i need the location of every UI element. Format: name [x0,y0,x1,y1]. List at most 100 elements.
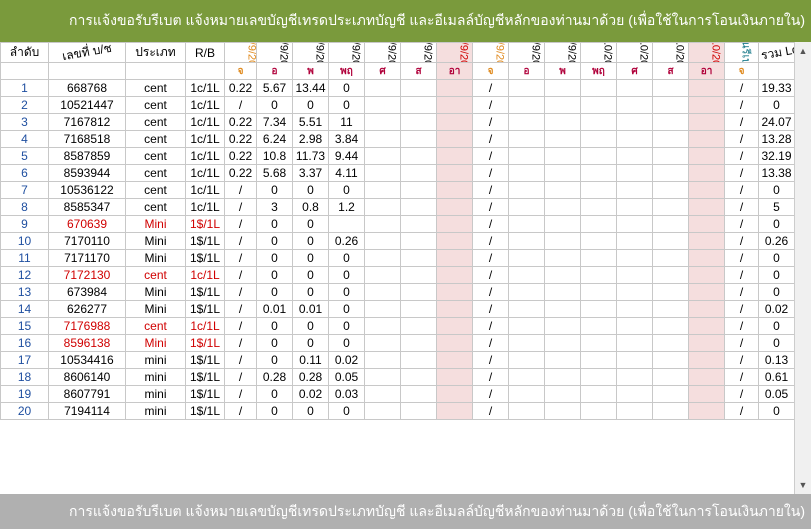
rebate-mark[interactable]: / [724,317,759,335]
day-value[interactable] [508,249,545,267]
rebate-rate[interactable]: 1$/1L [185,334,225,352]
day-value[interactable] [580,385,617,403]
day-value[interactable] [580,283,617,301]
rebate-rate[interactable]: 1$/1L [185,232,225,250]
day-value[interactable]: 0.03 [328,385,365,403]
day-value[interactable] [400,232,437,250]
day-value[interactable]: / [472,181,509,199]
day-value[interactable] [652,317,689,335]
day-value[interactable]: / [472,334,509,352]
day-value[interactable]: 0.22 [224,130,257,148]
day-value[interactable] [400,334,437,352]
day-value[interactable] [364,215,401,233]
rebate-mark[interactable]: / [724,266,759,284]
day-value[interactable] [688,351,725,369]
day-value[interactable] [652,385,689,403]
day-value[interactable]: / [224,198,257,216]
vertical-scrollbar[interactable]: ▲ ▼ [794,42,811,494]
day-value[interactable]: 0.01 [256,300,293,318]
day-value[interactable] [508,232,545,250]
day-value[interactable] [580,113,617,131]
day-value[interactable] [544,368,581,386]
account-type[interactable]: mini [125,368,186,386]
day-value[interactable] [508,164,545,182]
day-value[interactable] [400,300,437,318]
day-value[interactable] [652,79,689,97]
day-value[interactable]: / [472,215,509,233]
day-value[interactable] [688,232,725,250]
day-value[interactable]: 5.68 [256,164,293,182]
day-value[interactable] [544,232,581,250]
total-lot[interactable]: 0.02 [758,300,795,318]
account-type[interactable]: Mini [125,283,186,301]
day-value[interactable]: 0 [292,402,329,420]
day-value[interactable]: 0 [292,334,329,352]
day-value[interactable] [616,402,653,420]
total-lot[interactable]: 13.38 [758,164,795,182]
day-value[interactable]: 6.24 [256,130,293,148]
day-value[interactable]: 0 [256,402,293,420]
day-value[interactable]: 7.34 [256,113,293,131]
day-value[interactable] [652,96,689,114]
day-value[interactable] [508,368,545,386]
day-value[interactable] [508,181,545,199]
day-value[interactable]: / [472,130,509,148]
total-lot[interactable]: 0.26 [758,232,795,250]
rebate-mark[interactable]: / [724,147,759,165]
day-value[interactable]: / [224,96,257,114]
day-value[interactable]: 0 [256,317,293,335]
account-type[interactable]: mini [125,351,186,369]
day-value[interactable] [616,283,653,301]
day-value[interactable] [364,164,401,182]
day-value[interactable] [364,130,401,148]
day-value[interactable] [436,147,473,165]
day-value[interactable] [688,317,725,335]
day-value[interactable] [652,215,689,233]
day-value[interactable] [436,300,473,318]
day-value[interactable] [652,164,689,182]
day-value[interactable] [508,215,545,233]
day-value[interactable] [688,385,725,403]
day-value[interactable] [580,334,617,352]
day-value[interactable] [436,130,473,148]
day-value[interactable] [364,283,401,301]
account-type[interactable]: cent [125,317,186,335]
rebate-rate[interactable]: 1$/1L [185,249,225,267]
day-value[interactable] [364,368,401,386]
account-type[interactable]: Mini [125,249,186,267]
day-value[interactable] [400,317,437,335]
day-value[interactable]: 0.28 [292,368,329,386]
day-value[interactable] [508,147,545,165]
total-lot[interactable]: 0 [758,334,795,352]
rebate-rate[interactable]: 1c/1L [185,198,225,216]
day-value[interactable] [544,249,581,267]
day-value[interactable] [436,283,473,301]
day-value[interactable]: 3 [256,198,293,216]
account-number[interactable]: 8587859 [48,147,126,165]
day-value[interactable] [436,164,473,182]
day-value[interactable] [652,147,689,165]
total-lot[interactable]: 0 [758,402,795,420]
day-value[interactable]: 3.37 [292,164,329,182]
day-value[interactable] [544,113,581,131]
day-value[interactable] [400,130,437,148]
day-value[interactable]: 0 [256,232,293,250]
rebate-rate[interactable]: 1$/1L [185,385,225,403]
day-value[interactable] [364,79,401,97]
day-value[interactable] [688,164,725,182]
day-value[interactable] [544,79,581,97]
day-value[interactable]: 0 [328,79,365,97]
day-value[interactable]: 0 [328,266,365,284]
day-value[interactable] [652,232,689,250]
day-value[interactable]: 0 [256,215,293,233]
day-value[interactable] [652,351,689,369]
day-value[interactable] [436,198,473,216]
day-value[interactable] [580,130,617,148]
day-value[interactable] [616,351,653,369]
day-value[interactable] [400,147,437,165]
day-value[interactable]: 11 [328,113,365,131]
day-value[interactable] [544,283,581,301]
day-value[interactable] [508,402,545,420]
day-value[interactable] [616,249,653,267]
day-value[interactable]: 0.05 [328,368,365,386]
